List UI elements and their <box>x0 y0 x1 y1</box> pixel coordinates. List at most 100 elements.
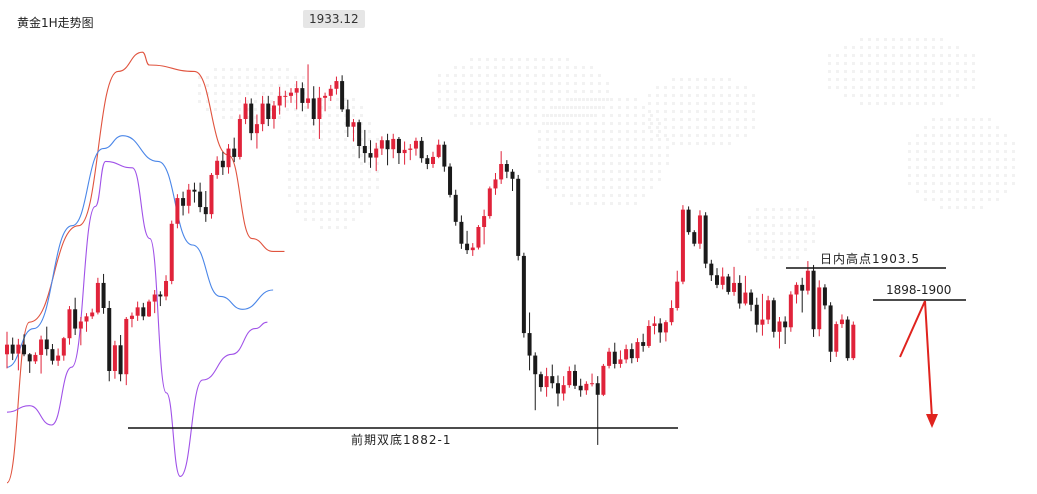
watermark-dot <box>1012 166 1015 169</box>
watermark-dot <box>438 82 441 85</box>
watermark-dot <box>294 92 297 95</box>
watermark-dot <box>550 82 553 85</box>
watermark-dot <box>648 102 651 105</box>
watermark-dot <box>376 138 379 141</box>
watermark-dot <box>712 126 715 129</box>
candle-body-up <box>147 301 151 317</box>
watermark-dot <box>980 118 983 121</box>
watermark-dot <box>304 138 307 141</box>
watermark-dot <box>756 232 759 235</box>
watermark-dot <box>736 118 739 121</box>
watermark-dot <box>996 126 999 129</box>
watermark-dot <box>336 202 339 205</box>
watermark-dot <box>876 102 879 105</box>
watermark-dot <box>876 38 879 41</box>
watermark-dot <box>510 106 513 109</box>
watermark-dot <box>574 106 577 109</box>
watermark-dot <box>254 68 257 71</box>
candle-body-down <box>459 221 464 244</box>
watermark-dot <box>736 134 739 137</box>
watermark-dot <box>510 82 513 85</box>
watermark-dot <box>296 122 299 125</box>
watermark-dot <box>956 206 959 209</box>
watermark-dot <box>712 94 715 97</box>
watermark-dot <box>932 142 935 145</box>
candle-body-up <box>175 198 180 224</box>
watermark-dot <box>836 70 839 73</box>
watermark-dot <box>554 106 557 109</box>
watermark-dot <box>618 122 621 125</box>
watermark-dot <box>296 178 299 181</box>
candle-body-up <box>635 342 640 359</box>
watermark-dot <box>360 202 363 205</box>
watermark-dot <box>756 240 759 243</box>
watermark-dot <box>932 166 935 169</box>
watermark-dot <box>320 106 323 109</box>
watermark-dot <box>828 86 831 89</box>
watermark-dot <box>924 38 927 41</box>
watermark-dot <box>360 210 363 213</box>
watermark-dot <box>578 98 581 101</box>
watermark-dot <box>972 86 975 89</box>
watermark-dot <box>606 98 609 101</box>
watermark-dot <box>892 78 895 81</box>
watermark-dot <box>238 84 241 87</box>
watermark-dot <box>712 86 715 89</box>
watermark-dot <box>756 208 759 211</box>
watermark-dot <box>964 142 967 145</box>
bollinger-bands <box>6 51 285 484</box>
watermark-dot <box>688 134 691 137</box>
watermark-dot <box>254 108 257 111</box>
watermark-dot <box>554 122 557 125</box>
watermark-dot <box>642 130 645 133</box>
watermark-dot <box>648 110 651 113</box>
watermark-dot <box>764 232 767 235</box>
watermark-dot <box>812 216 815 219</box>
watermark-dot <box>352 114 355 117</box>
watermark-dot <box>320 146 323 149</box>
candle-body-down <box>107 308 112 371</box>
watermark-dot <box>262 92 265 95</box>
watermark-dot <box>650 114 653 117</box>
watermark-dot <box>570 138 573 141</box>
watermark-dot <box>478 82 481 85</box>
candle-body-down <box>692 232 697 244</box>
watermark-dot <box>868 70 871 73</box>
watermark-dot <box>964 158 967 161</box>
watermark-dot <box>744 118 747 121</box>
watermark-dot <box>648 118 651 121</box>
watermark-dot <box>908 46 911 49</box>
watermark-dot <box>860 46 863 49</box>
watermark-dot <box>876 94 879 97</box>
watermark-dot <box>570 106 573 109</box>
watermark-dot <box>728 78 731 81</box>
candle-body-down <box>232 148 237 157</box>
candle-body-down <box>686 209 691 233</box>
watermark-dot <box>446 74 449 77</box>
watermark-dot <box>470 106 473 109</box>
candle-body-down <box>703 215 708 264</box>
watermark-dot <box>932 46 935 49</box>
watermark-dot <box>828 78 831 81</box>
watermark-dot <box>526 98 529 101</box>
watermark-dot <box>642 178 645 181</box>
watermark-dot <box>470 90 473 93</box>
world-map-watermark <box>198 38 1015 259</box>
watermark-dot <box>296 194 299 197</box>
candle-body-down <box>715 275 719 285</box>
watermark-dot <box>214 92 217 95</box>
watermark-dot <box>610 154 613 157</box>
watermark-dot <box>462 98 465 101</box>
watermark-dot <box>570 194 573 197</box>
watermark-dot <box>566 74 569 77</box>
watermark-dot <box>972 190 975 193</box>
watermark-dot <box>852 46 855 49</box>
watermark-dot <box>876 62 879 65</box>
candle-body-down <box>425 158 430 164</box>
watermark-dot <box>1012 174 1015 177</box>
candle-body-up <box>328 88 333 96</box>
watermark-dot <box>884 86 887 89</box>
watermark-dot <box>602 114 605 117</box>
watermark-dot <box>892 62 895 65</box>
watermark-dot <box>344 186 347 189</box>
